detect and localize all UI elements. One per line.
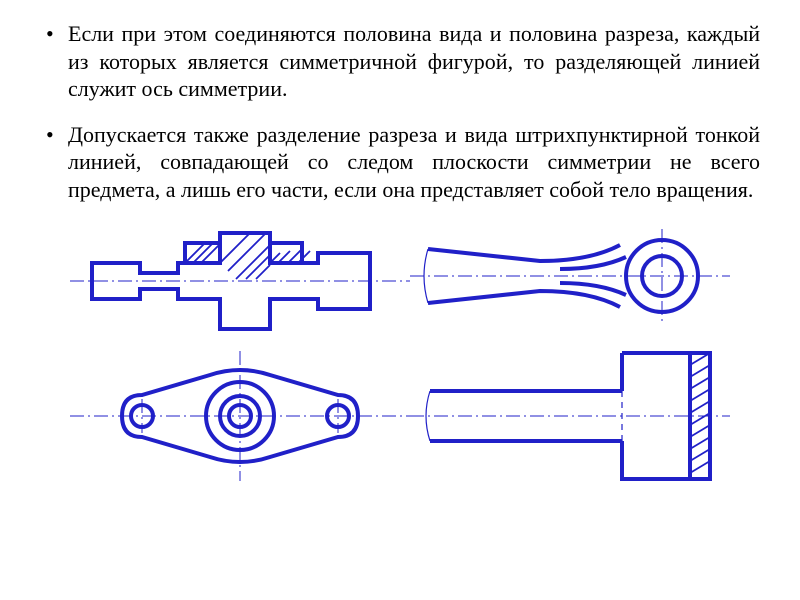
figures-area: [40, 221, 760, 491]
drawing-rod-eye: [410, 221, 730, 331]
drawing-shaft-t: [410, 341, 730, 491]
drawing-flange-top: [70, 351, 410, 481]
drawing-flange-side: [70, 221, 410, 341]
slide-root: Если при этом соединяются половина вида …: [0, 0, 800, 501]
bullet-list: Если при этом соединяются половина вида …: [40, 20, 760, 203]
bullet-item: Допускается также разделение разреза и в…: [40, 121, 760, 204]
bullet-item: Если при этом соединяются половина вида …: [40, 20, 760, 103]
figure-column-left: [70, 221, 410, 491]
figure-column-right: [410, 221, 730, 491]
